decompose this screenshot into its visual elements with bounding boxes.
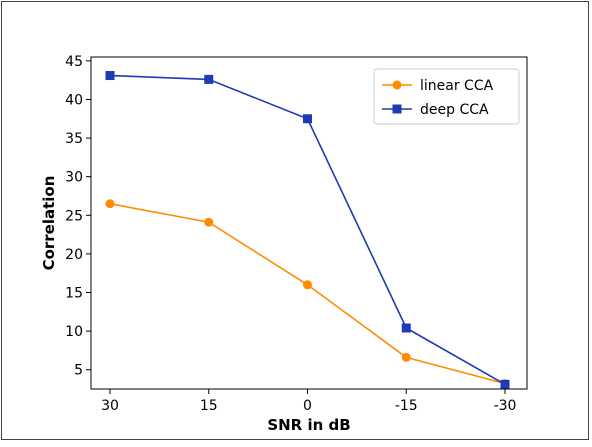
plot-area-frame <box>90 56 528 390</box>
x-tick-label: 0 <box>303 398 312 414</box>
legend-item: deep CCA <box>382 102 489 118</box>
x-tick-label: -15 <box>395 398 418 414</box>
series-linear-cca <box>105 199 510 389</box>
data-point <box>401 323 411 333</box>
data-point <box>303 280 312 290</box>
plot-content <box>105 71 510 389</box>
y-tick-label: 35 <box>65 131 83 147</box>
y-tick-label: 10 <box>65 324 83 340</box>
y-tick-label: 30 <box>65 170 83 186</box>
x-axis-ticks: 30 15 0 -15 -30 <box>101 389 516 414</box>
y-tick-label: 40 <box>65 92 83 108</box>
y-tick-label: 45 <box>65 54 83 70</box>
series-deep-cca <box>105 71 510 389</box>
legend-box <box>373 68 520 125</box>
y-tick-label: 5 <box>74 363 83 379</box>
data-point <box>500 379 510 389</box>
legend-label: deep CCA <box>420 102 489 118</box>
data-point <box>303 114 312 124</box>
legend-marker <box>392 104 402 114</box>
series-line <box>109 202 506 385</box>
data-point <box>401 352 411 362</box>
legend-marker <box>392 80 402 90</box>
legend-label: linear CCA <box>420 78 494 94</box>
x-axis-label: SNR in dB <box>267 416 350 434</box>
data-point <box>204 74 214 84</box>
x-tick-label: 30 <box>101 398 119 414</box>
y-axis-label: Correlation <box>40 176 58 271</box>
legend: linear CCA deep CCA <box>373 68 520 125</box>
data-point <box>204 217 214 227</box>
x-tick-label: -30 <box>494 398 517 414</box>
y-tick-label: 15 <box>65 285 83 301</box>
y-axis-ticks: 5 10 15 20 25 30 35 40 45 <box>65 54 91 379</box>
data-point <box>105 71 115 81</box>
y-tick-label: 25 <box>65 208 83 224</box>
data-point <box>105 199 115 209</box>
legend-item: linear CCA <box>382 78 494 94</box>
y-tick-label: 20 <box>65 247 83 263</box>
x-tick-label: 15 <box>200 398 218 414</box>
